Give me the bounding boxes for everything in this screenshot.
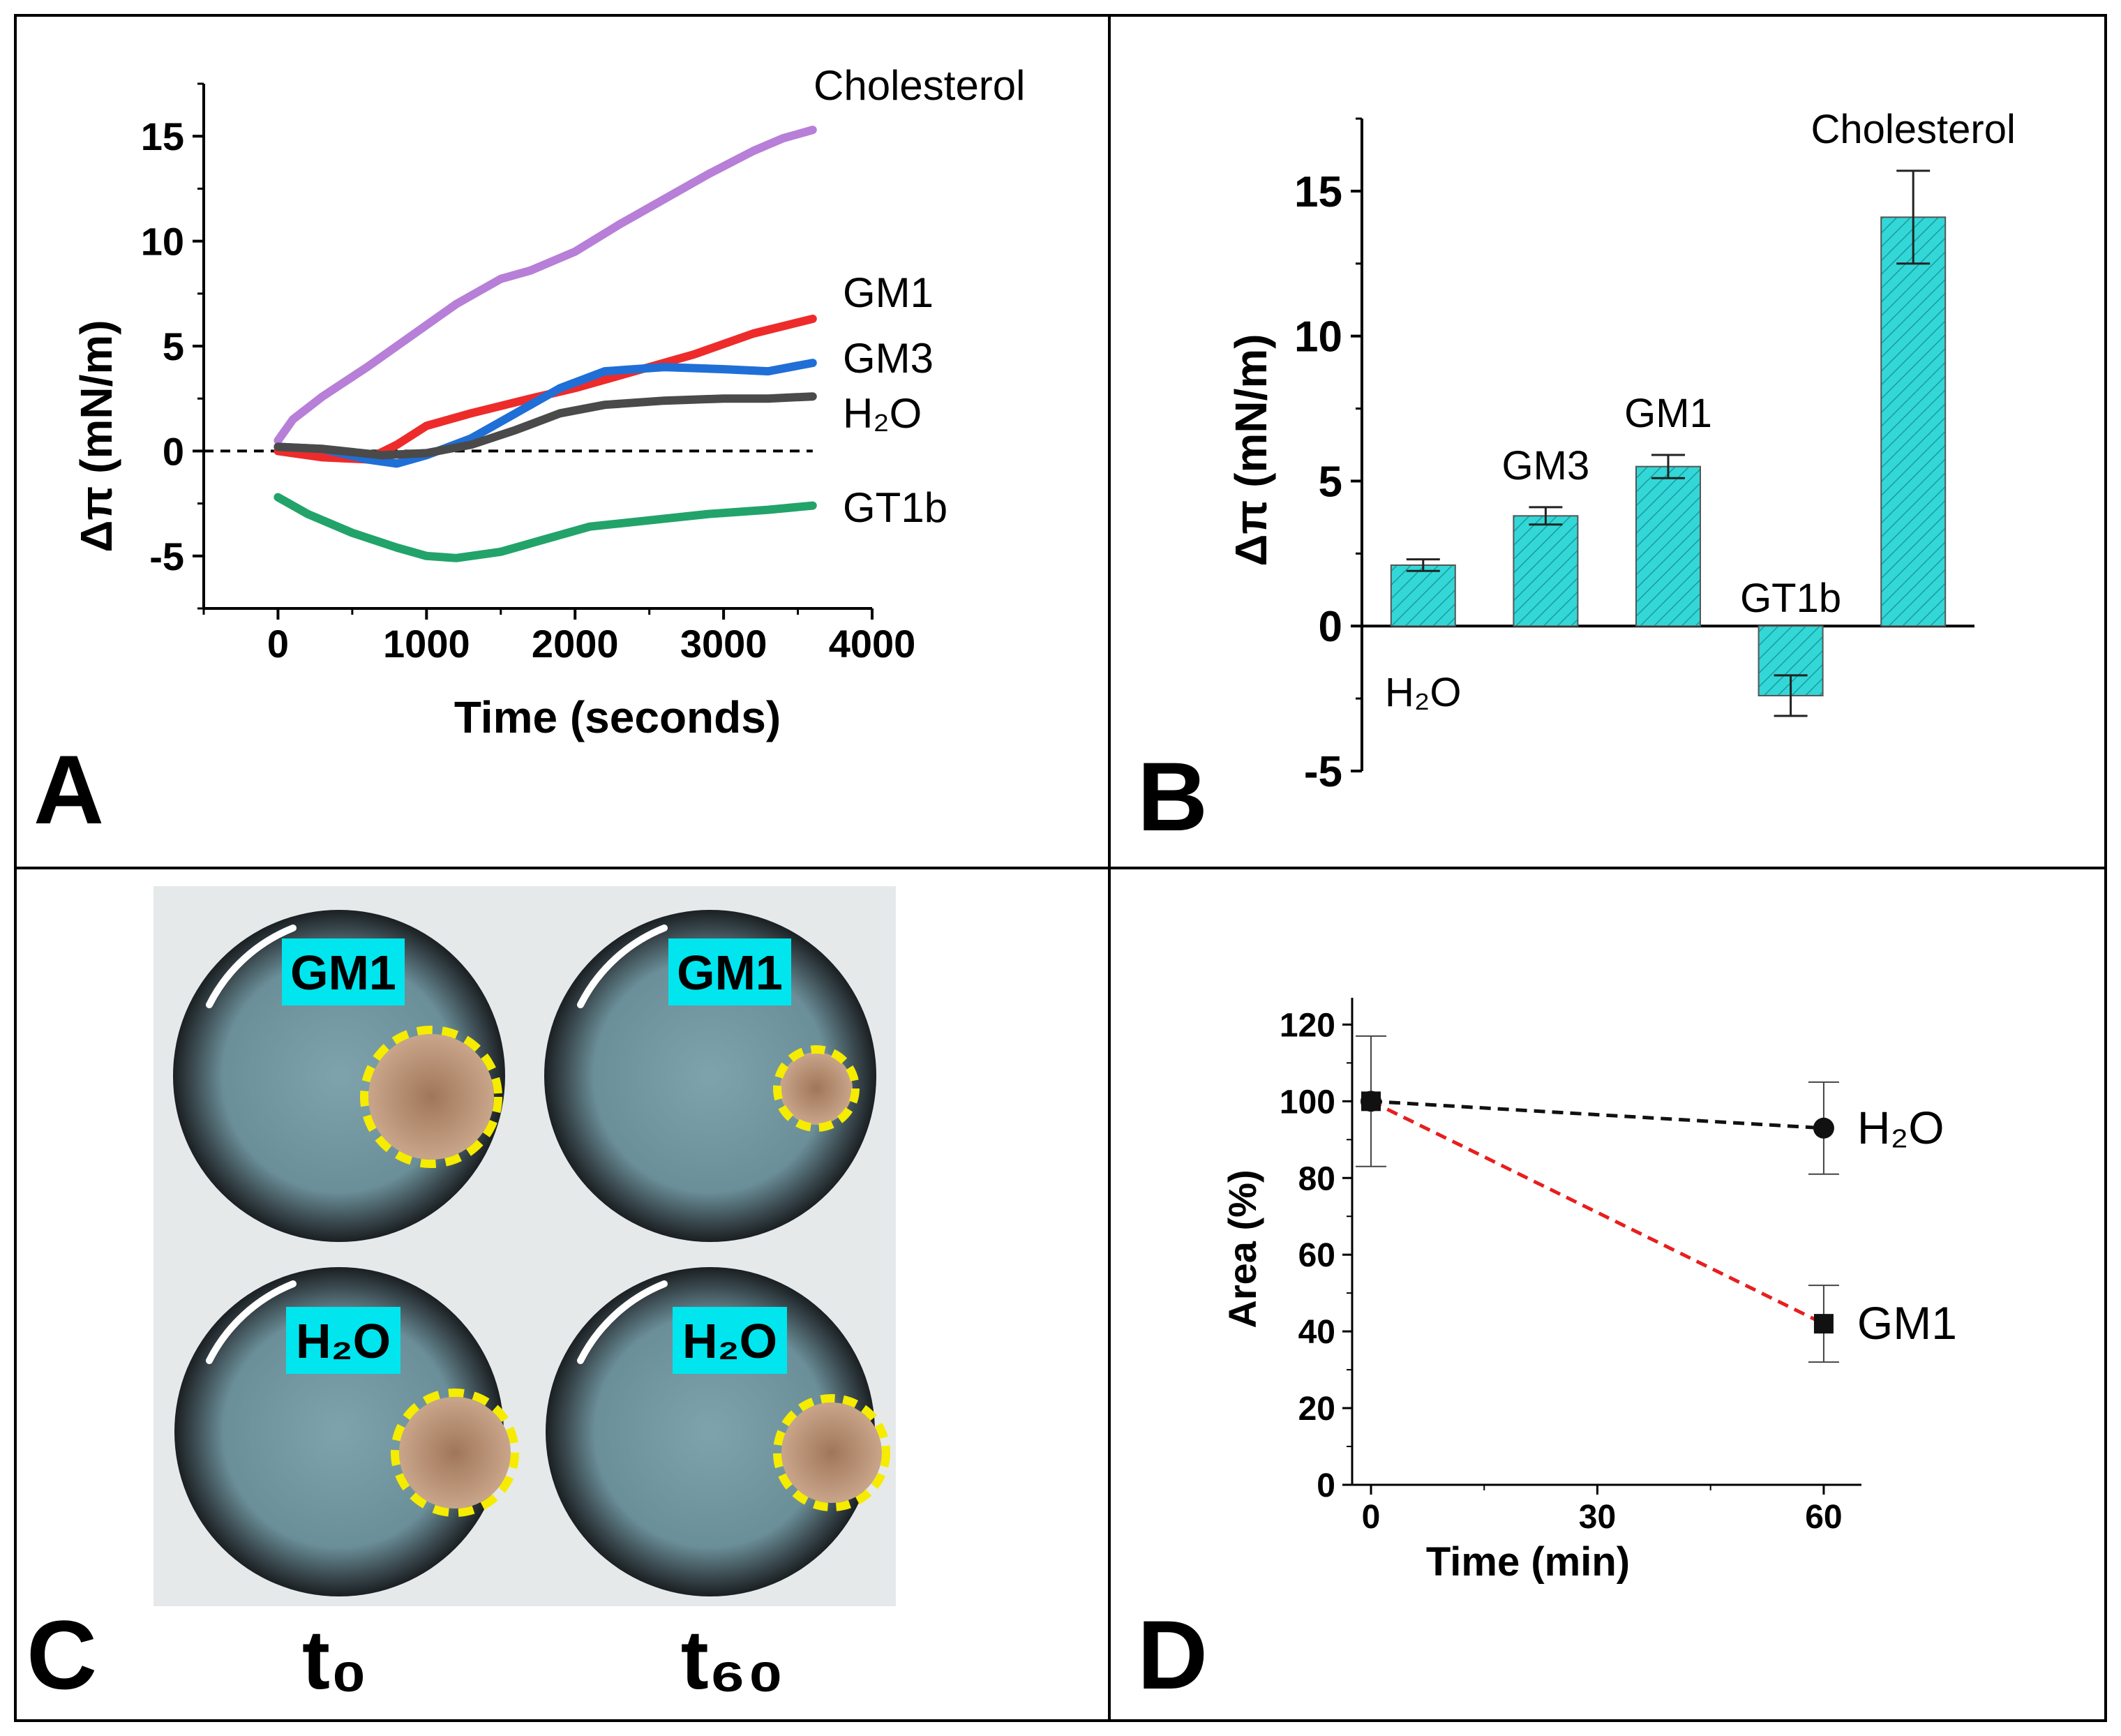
x-tick-label: 2000 <box>532 622 619 666</box>
x-tick-label: 60 <box>1805 1499 1842 1536</box>
panel-a-xlabel: Time (seconds) <box>454 692 781 742</box>
x-tick-label: 4000 <box>829 622 916 666</box>
series-line-GM1 <box>1370 1100 1825 1326</box>
category-label-Cholesterol: Cholesterol <box>1811 107 2016 152</box>
label-gm3-a: GM3 <box>843 335 934 382</box>
panel-b-axes: -5 0 5 10 15 <box>1294 117 1974 796</box>
y-tick-label: 80 <box>1298 1160 1335 1197</box>
panel-d-ylabel: Area (%) <box>1220 1169 1264 1328</box>
photo-tile-h2o-t60: H₂O <box>525 1248 896 1606</box>
photo-tile-gm1-t0: GM1 <box>153 886 525 1248</box>
photo-tile-h2o-t0: H₂O <box>153 1248 525 1606</box>
marker-GM1 <box>1813 1314 1834 1334</box>
bar-GM3 <box>1513 515 1579 627</box>
x-tick-label: 3000 <box>680 622 767 666</box>
series-line-GM1 <box>273 314 817 464</box>
x-tick-label: 30 <box>1579 1499 1616 1536</box>
y-tick-label: 20 <box>1298 1391 1335 1428</box>
bar-GM1 <box>1635 465 1701 627</box>
panel-c-letter: C <box>27 1600 97 1709</box>
y-tick-label: -5 <box>149 534 184 578</box>
y-tick-label: 100 <box>1280 1084 1335 1121</box>
y-tick-label: 0 <box>1319 603 1342 651</box>
y-tick-label: 0 <box>163 429 184 473</box>
panel-a-axes: 0 1000 2000 3000 4000 -5 0 5 10 15 <box>141 82 916 666</box>
x-tick-label: 1000 <box>383 622 470 666</box>
y-tick-label: 0 <box>1317 1467 1335 1504</box>
series-line-Cholesterol <box>273 126 817 445</box>
label-h2o-a: H₂O <box>843 390 922 437</box>
label-cholesterol-a: Cholesterol <box>814 62 1026 109</box>
photo-label-gm1-t60: GM1 <box>677 945 783 1000</box>
photo-label-gm1-t0: GM1 <box>290 945 396 1000</box>
y-tick-label: 5 <box>163 324 184 368</box>
panel-d-letter: D <box>1137 1600 1208 1709</box>
x-tick-label: 0 <box>267 622 289 666</box>
category-label-GM3: GM3 <box>1502 443 1590 488</box>
time-label-t0: t₀ <box>302 1613 368 1707</box>
category-label-GM1: GM1 <box>1624 391 1712 436</box>
x-tick-label: 0 <box>1362 1499 1381 1536</box>
y-tick-label: 10 <box>141 220 184 264</box>
panel-b-letter: B <box>1137 742 1208 851</box>
panel-d-xlabel: Time (min) <box>1426 1539 1630 1585</box>
marker-H₂O <box>1813 1117 1834 1139</box>
bar-Cholesterol <box>1880 216 1947 627</box>
category-label-H₂O: H₂O <box>1385 670 1462 715</box>
y-tick-label: 15 <box>141 114 184 158</box>
y-tick-label: 120 <box>1280 1007 1335 1044</box>
y-tick-label: -5 <box>1304 748 1342 796</box>
label-gm1-a: GM1 <box>843 269 934 316</box>
photo-label-h2o-t60: H₂O <box>682 1314 777 1368</box>
panel-d-chart: 0 30 60 0 20 40 60 80 100 120 H₂O GM1 Time (min) A… <box>1137 998 1957 1709</box>
category-label-GT1b: GT1b <box>1740 576 1841 621</box>
series-line-GM3 <box>273 359 817 468</box>
label-gt1b-a: GT1b <box>843 484 947 531</box>
y-tick-label: 60 <box>1298 1237 1335 1274</box>
marker-GM1 <box>1361 1091 1381 1112</box>
series-line-H₂O <box>273 392 817 460</box>
photo-tile-gm1-t60: GM1 <box>525 886 896 1248</box>
bar-H₂O <box>1390 564 1456 627</box>
panel-b-bars: H₂O GM3 GM1 GT1b Cholesterol <box>1385 107 2016 717</box>
panel-d-axes: 0 30 60 0 20 40 60 80 100 120 <box>1280 998 1861 1536</box>
panel-c-photos: GM1 GM1 H₂O H₂O t <box>27 886 896 1709</box>
panel-b-chart: -5 0 5 10 15 H₂O GM3 GM1 GT1b Cholesterol Δπ (mN… <box>1137 107 2016 851</box>
time-label-t60: t₆₀ <box>681 1613 785 1707</box>
series-line-GT1b <box>273 493 817 562</box>
y-tick-label: 40 <box>1298 1314 1335 1351</box>
series-label-GM1: GM1 <box>1857 1297 1957 1349</box>
panel-a-chart: 0 1000 2000 3000 4000 -5 0 5 10 15 Time (seconds)… <box>33 62 1026 844</box>
photo-label-h2o-t0: H₂O <box>296 1314 391 1368</box>
panel-a-letter: A <box>33 735 104 844</box>
panel-a-series <box>273 126 817 562</box>
panel-b-ylabel: Δπ (mN/m) <box>1226 334 1276 566</box>
series-line-H₂O <box>1370 1099 1824 1130</box>
series-label-H₂O: H₂O <box>1857 1102 1944 1153</box>
panel-d-series: H₂O GM1 <box>1356 1035 1957 1363</box>
y-tick-label: 15 <box>1294 168 1342 216</box>
panel-frames <box>14 14 2107 1722</box>
y-tick-label: 10 <box>1294 313 1342 361</box>
panel-a-ylabel: Δπ (mN/m) <box>71 320 121 552</box>
y-tick-label: 5 <box>1319 458 1342 506</box>
